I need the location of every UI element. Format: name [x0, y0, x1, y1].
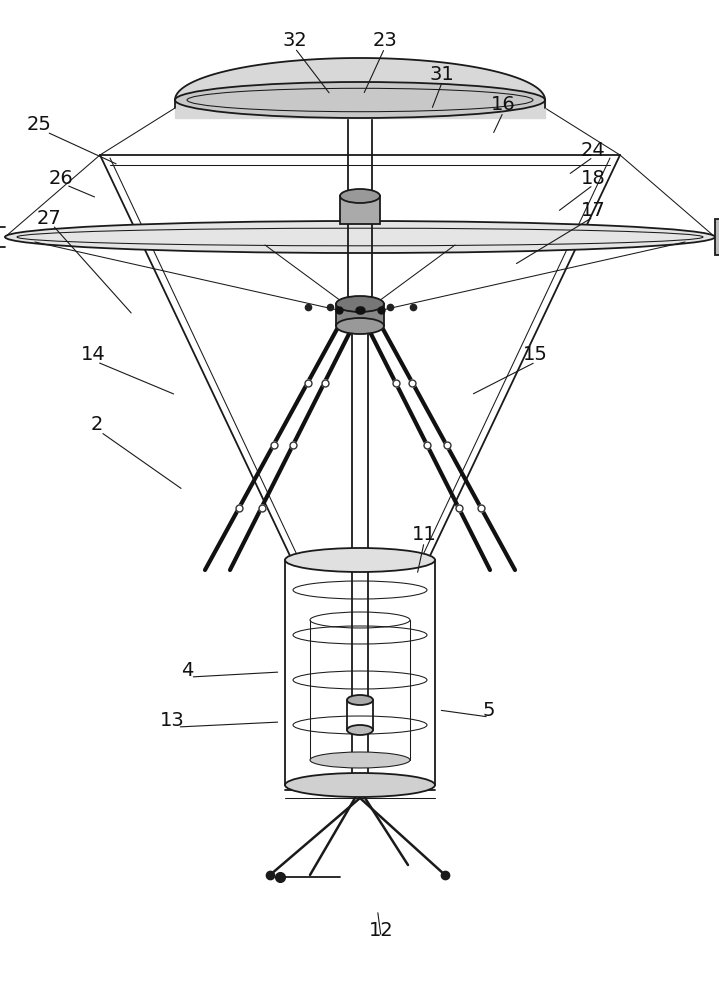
Text: 14: 14: [81, 346, 106, 364]
Bar: [340, 196, 380, 224]
Ellipse shape: [340, 189, 380, 203]
Ellipse shape: [310, 752, 410, 768]
Text: 15: 15: [523, 346, 548, 364]
Text: 11: 11: [412, 526, 436, 544]
Ellipse shape: [336, 318, 384, 334]
Ellipse shape: [285, 548, 435, 572]
Text: 13: 13: [160, 710, 185, 730]
Text: 17: 17: [581, 200, 605, 220]
Ellipse shape: [5, 221, 715, 253]
Text: 18: 18: [581, 168, 605, 188]
Ellipse shape: [347, 725, 373, 735]
Ellipse shape: [347, 695, 373, 705]
Text: 31: 31: [430, 66, 454, 85]
Text: 27: 27: [37, 209, 61, 228]
Text: 4: 4: [180, 660, 193, 680]
Text: 16: 16: [491, 96, 516, 114]
Text: 25: 25: [27, 115, 52, 134]
Text: 12: 12: [369, 920, 393, 940]
Ellipse shape: [175, 82, 545, 118]
Ellipse shape: [285, 773, 435, 797]
Bar: [715, 219, 719, 255]
Text: 23: 23: [372, 30, 397, 49]
Text: 5: 5: [482, 700, 495, 720]
Text: 32: 32: [283, 30, 307, 49]
Ellipse shape: [336, 296, 384, 312]
Text: 2: 2: [91, 416, 104, 434]
Text: 26: 26: [49, 168, 73, 188]
Bar: [336, 304, 384, 326]
Text: 24: 24: [581, 140, 605, 159]
